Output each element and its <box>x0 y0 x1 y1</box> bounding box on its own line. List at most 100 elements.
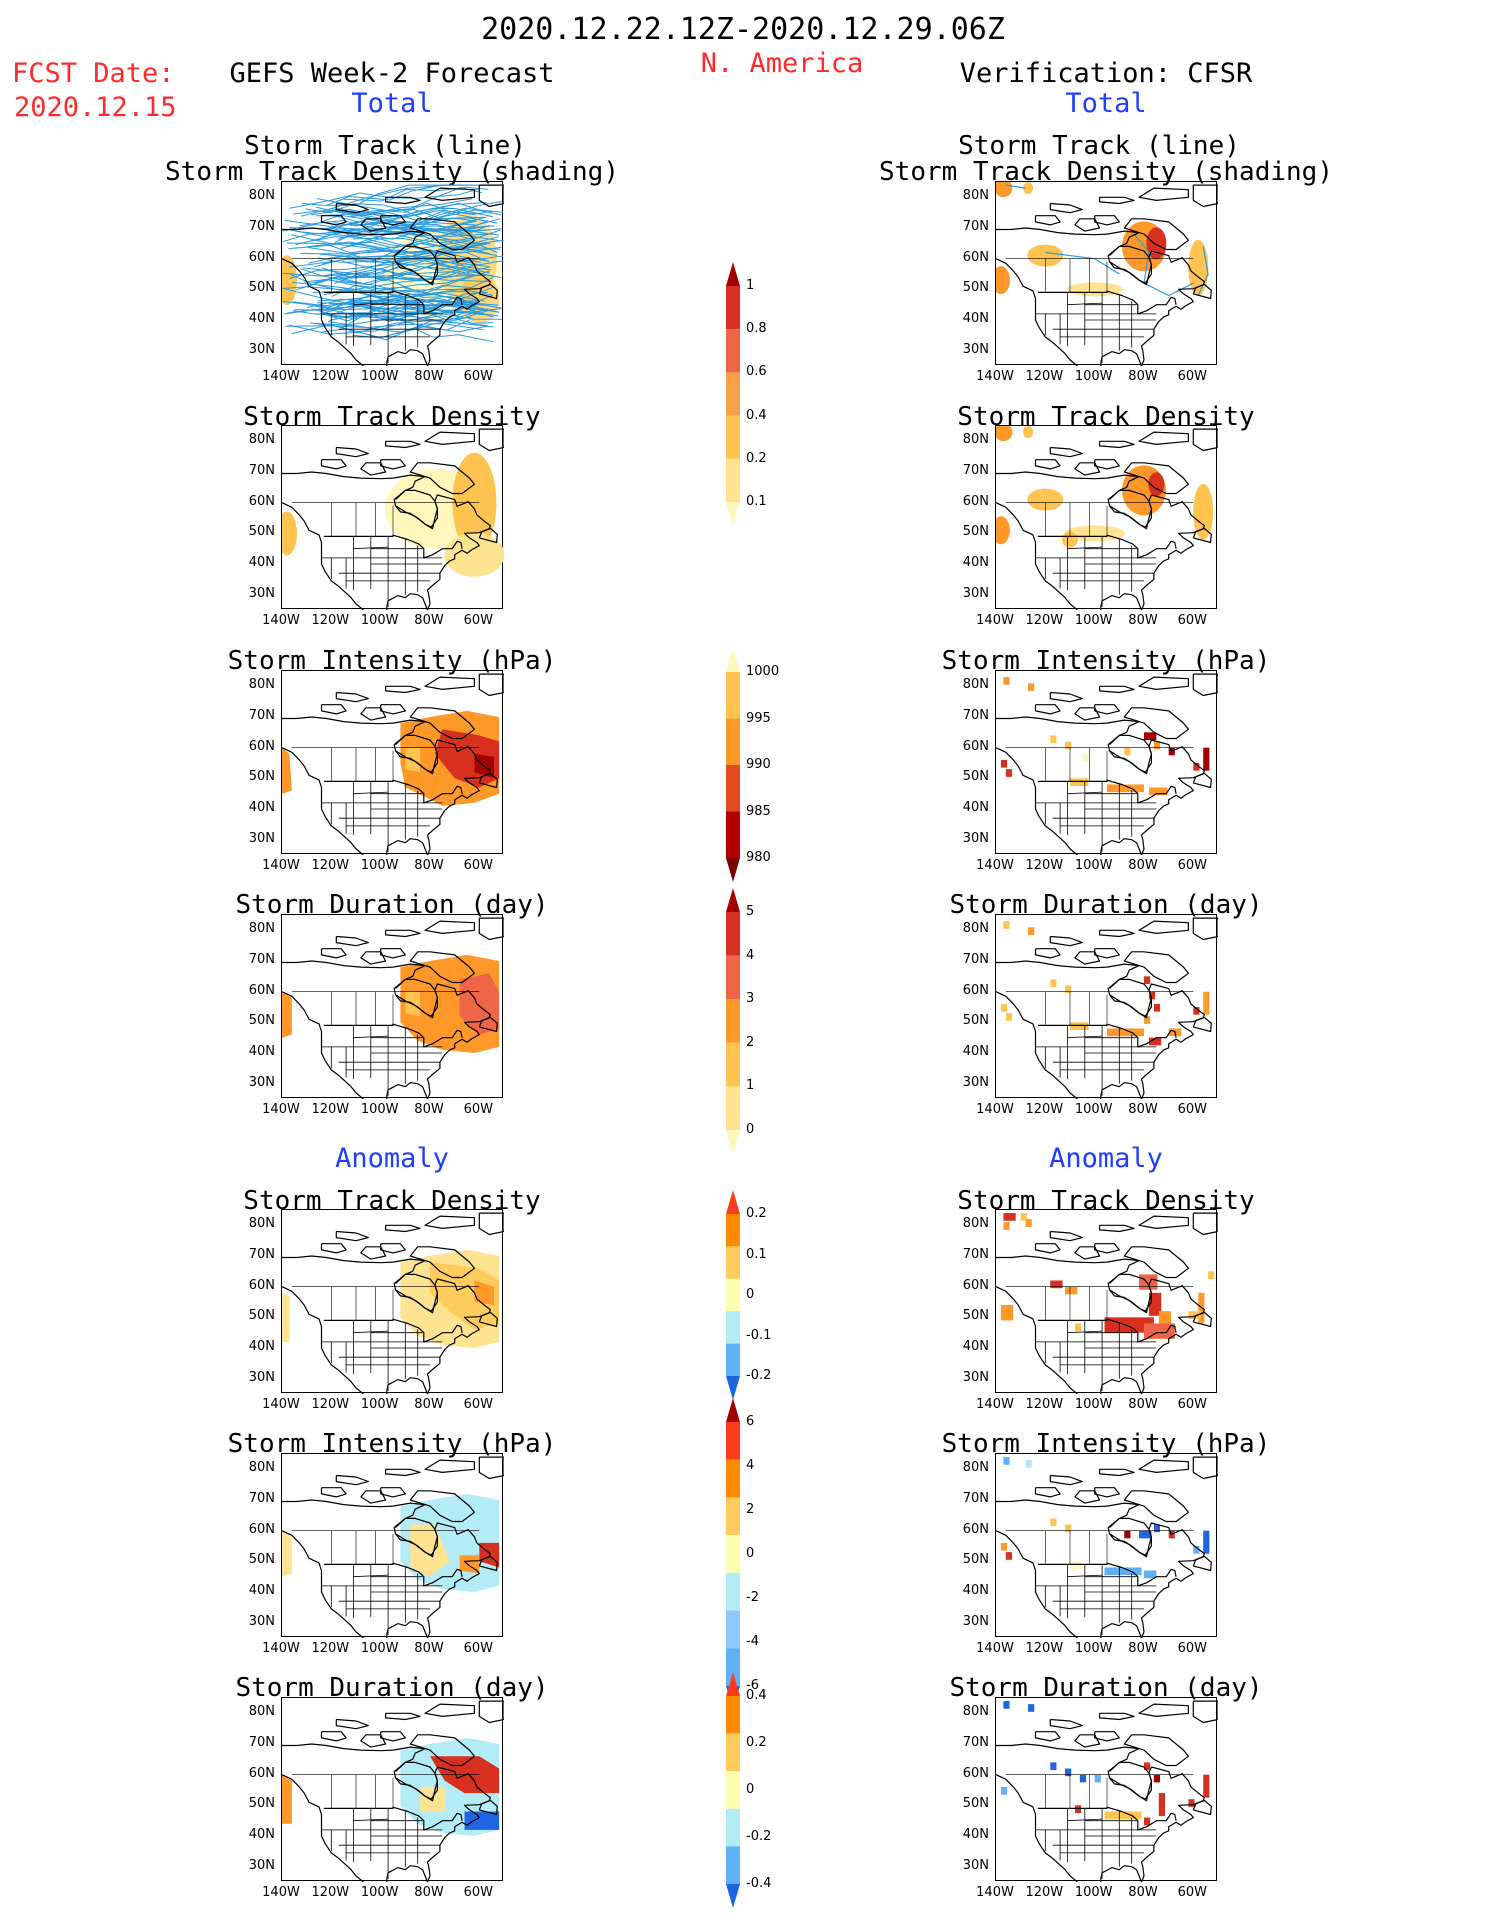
lat-tick-label: 50N <box>962 1796 989 1812</box>
island-outline <box>335 446 369 458</box>
grid-cell <box>1065 1768 1072 1777</box>
island-outline <box>424 1459 475 1473</box>
lat-tick-label: 80N <box>248 1216 275 1232</box>
colorbar-svg <box>726 1190 740 1400</box>
land-outline <box>996 917 1218 1099</box>
shade-blob <box>1066 282 1123 297</box>
grid-cell <box>1050 1762 1057 1771</box>
lon-tick-label: 100W <box>1074 1641 1113 1656</box>
grid-cell <box>1104 1317 1154 1333</box>
storm-track-line <box>350 209 504 246</box>
storm-track-line <box>333 207 501 227</box>
danom-west <box>282 1774 292 1824</box>
anom-mid <box>430 1262 500 1330</box>
coast-line <box>282 991 364 1099</box>
storm-track-line <box>330 202 487 221</box>
colorbar-top-arrow <box>726 648 740 672</box>
storm-track-line <box>334 263 502 285</box>
island-outline <box>335 202 369 214</box>
grid-cell <box>1144 1762 1151 1771</box>
lat-tick-label: 30N <box>962 830 989 846</box>
colorbar-top-arrow <box>726 888 740 912</box>
lat-tick-label: 60N <box>962 1277 989 1293</box>
lon-tick-label: 140W <box>262 858 300 873</box>
lat-tick-label: 70N <box>248 219 275 234</box>
lon-tick-label: 60W <box>1177 369 1208 384</box>
lat-tick-label: 50N <box>962 1013 989 1029</box>
colorbar-top-arrow <box>726 1190 740 1214</box>
colorbar-segment <box>726 1610 740 1649</box>
land-outline <box>282 1700 504 1882</box>
lon-tick-label: 140W <box>976 1397 1014 1412</box>
colorbar-top-arrow <box>726 262 740 286</box>
grid-cell <box>1005 1013 1013 1021</box>
left-duration-title: Storm Duration (day) <box>235 890 549 920</box>
lat-tick-label: 40N <box>962 311 989 326</box>
island-outline <box>360 1246 387 1260</box>
lat-tick-label: 60N <box>962 1521 989 1537</box>
state-border <box>1067 1818 1103 1822</box>
lon-tick-label: 140W <box>976 1641 1014 1656</box>
storm-track-line <box>295 227 494 246</box>
island-outline <box>360 218 387 232</box>
island-outline <box>409 462 475 495</box>
land-outline <box>996 184 1218 366</box>
land-outline <box>282 428 504 610</box>
coast-line <box>282 471 491 610</box>
right-track-title-2: Storm Track Density (shading) <box>879 157 1333 187</box>
storm-track-line <box>312 290 494 306</box>
intensity-anom-cells <box>1000 1457 1210 1579</box>
lat-tick-label: 70N <box>962 1247 989 1262</box>
colorbar-duration_anom <box>722 1672 744 1908</box>
colorbar-segment <box>726 718 740 765</box>
lon-tick-label: 120W <box>1025 1641 1064 1656</box>
coast-line <box>996 991 1078 1099</box>
lon-tick-label: 120W <box>1025 1885 1064 1900</box>
island-outline <box>380 948 406 959</box>
coast-line <box>996 227 1205 366</box>
island-outline <box>320 1487 347 1498</box>
grid-cell <box>1203 747 1210 771</box>
grid-cell <box>1144 1016 1151 1024</box>
island-outline <box>1049 691 1083 703</box>
right-map-panel-7 <box>995 1697 1218 1882</box>
island-outline <box>409 1734 475 1767</box>
shade-blob <box>1023 426 1034 439</box>
coast-line <box>1100 1377 1143 1394</box>
grid-cell <box>1000 1786 1008 1795</box>
lon-tick-label: 60W <box>1177 858 1208 873</box>
colorbar-segment <box>726 1311 740 1344</box>
coast-line <box>323 1806 463 1831</box>
left-map-panel-3 <box>281 670 504 855</box>
coast-line <box>323 1023 463 1048</box>
island-outline <box>424 1215 475 1229</box>
colorbar-segment <box>726 329 740 373</box>
island-outline <box>1192 1456 1218 1480</box>
coast-line <box>1037 534 1177 559</box>
lon-tick-label: 60W <box>463 1102 494 1117</box>
island-outline <box>1049 1230 1083 1242</box>
island-outline <box>1049 1474 1083 1486</box>
map-svg <box>282 184 504 366</box>
state-border <box>1067 1035 1103 1039</box>
storm-track-line <box>326 184 496 206</box>
right-map-panel-6 <box>995 1453 1218 1638</box>
left-density-anom-title: Storm Track Density <box>243 1186 541 1216</box>
coast-line <box>282 1286 364 1394</box>
coast-line <box>1109 489 1152 530</box>
coast-line <box>386 593 429 610</box>
lat-tick-label: 50N <box>248 1308 275 1324</box>
colorbar-segment <box>726 1733 740 1772</box>
lat-tick-label: 50N <box>962 769 989 785</box>
state-border <box>1067 1330 1103 1334</box>
lon-tick-label: 100W <box>360 613 399 628</box>
right-map-panel-3 <box>995 670 1218 855</box>
storm-track-line <box>329 268 495 286</box>
island-outline <box>385 1468 421 1477</box>
colorbar-label: 2 <box>746 1502 755 1517</box>
coast-line <box>996 502 1078 610</box>
storm-track-line <box>312 303 503 320</box>
state-border <box>353 1818 389 1822</box>
lon-tick-label: 60W <box>1177 1885 1208 1900</box>
lat-tick-label: 30N <box>962 585 989 601</box>
